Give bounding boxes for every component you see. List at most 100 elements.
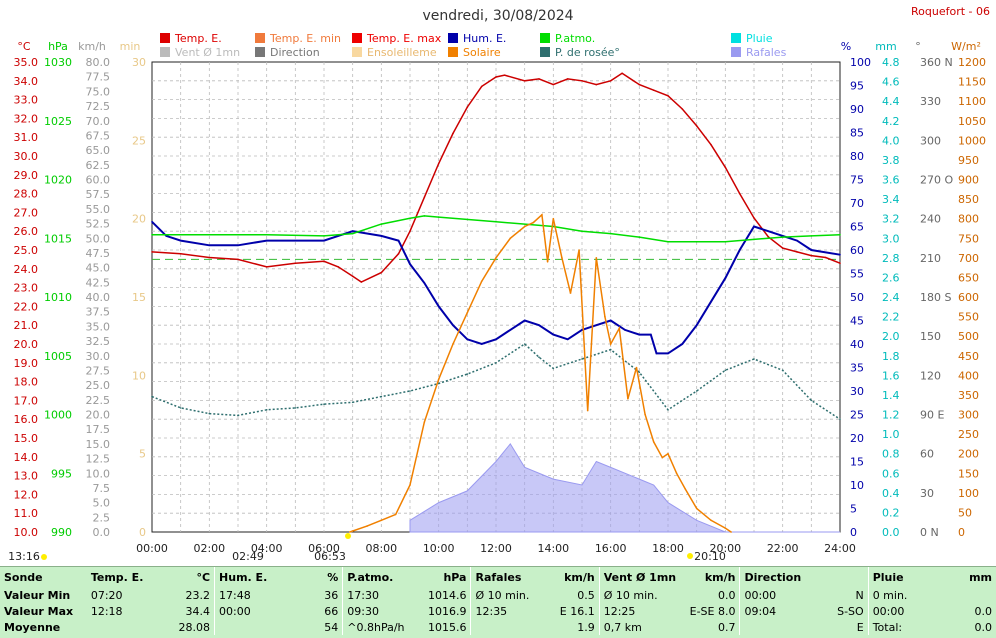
series-point	[638, 236, 641, 238]
series-point	[151, 251, 153, 253]
series-line-p-de-ros-e-	[151, 343, 841, 420]
axis-tick-wind: 27.5	[86, 364, 111, 377]
axis-tick-hum: 65	[850, 221, 864, 234]
series-point	[397, 239, 400, 242]
series-point	[294, 262, 297, 265]
axis-tick-x: 06:00	[308, 542, 340, 555]
series-point	[581, 230, 583, 232]
series-point	[609, 80, 612, 82]
axis-tick-temp: 18.0	[14, 376, 39, 389]
axis-tick-solar: 1100	[958, 95, 986, 108]
summary-cell-time: ^0.8hPa/h	[342, 619, 412, 635]
axis-tick-solar: 500	[958, 330, 979, 343]
axis-tick-min: 10	[132, 369, 146, 382]
axis-tick-temp: 13.0	[14, 470, 39, 483]
series-point	[609, 319, 612, 322]
series-point	[538, 356, 540, 359]
series-point	[409, 390, 411, 392]
series-point	[409, 484, 411, 486]
axis-tick-dir: 150	[920, 330, 941, 343]
axis-tick-wind: 62.5	[86, 159, 111, 172]
marker-now: 13:16	[8, 550, 40, 563]
series-point	[724, 241, 727, 243]
legend-label: P. de rosée°	[555, 46, 620, 59]
series-point	[552, 333, 555, 336]
series-point	[351, 275, 354, 278]
legend-label: Direction	[270, 46, 320, 59]
axis-tick-press: 1030	[44, 56, 72, 69]
axis-tick-solar: 550	[958, 311, 979, 324]
series-point	[380, 395, 383, 398]
series-point	[538, 78, 540, 80]
summary-cell-value: N	[855, 588, 864, 602]
series-point	[724, 277, 727, 280]
axis-tick-wind: 65.0	[86, 144, 111, 157]
legend-swatch	[160, 47, 170, 57]
series-point	[380, 519, 383, 522]
series-point	[609, 343, 612, 345]
series-point	[294, 239, 297, 242]
summary-cell-value: 28.08	[178, 620, 211, 634]
axis-tick-x: 16:00	[595, 542, 627, 555]
axis-tick-rain: 2.6	[882, 271, 900, 284]
axis-tick-wind: 37.5	[86, 306, 111, 319]
axis-tick-wind: 7.5	[93, 482, 111, 495]
series-point	[710, 300, 712, 303]
series-point	[839, 262, 841, 265]
series-point	[351, 401, 354, 404]
series-point	[452, 324, 454, 327]
series-point	[541, 214, 543, 216]
series-point	[466, 373, 469, 375]
summary-cell-value	[937, 587, 996, 603]
axis-tick-hum: 30	[850, 385, 864, 398]
summary-cell-time	[87, 619, 156, 635]
axis-tick-wind: 75.0	[86, 85, 111, 98]
series-point	[380, 271, 383, 274]
legend-swatch	[352, 33, 362, 43]
axis-tick-rain: 0.4	[882, 487, 900, 500]
series-point	[724, 369, 727, 372]
series-area-rafales	[409, 443, 840, 533]
series-point	[781, 369, 784, 372]
axis-unit-dir: °	[915, 40, 921, 53]
series-point	[366, 525, 368, 527]
summary-cell-value: E 16.1	[559, 604, 595, 618]
axis-tick-rain: 2.8	[882, 252, 900, 265]
axis-tick-temp: 31.0	[14, 131, 39, 144]
axis-tick-temp: 19.0	[14, 357, 39, 370]
axis-tick-rain: 1.8	[882, 350, 900, 363]
series-point	[796, 239, 798, 242]
summary-row-avg: Moyenne 28.08 54 ^0.8hPa/h 1015.6 1.9 0,…	[0, 619, 996, 635]
summary-cell-time: 17:30	[342, 587, 412, 603]
summary-row-max: Valeur Max 12:18 34.4 00:00 66 09:30 101…	[0, 603, 996, 619]
summary-header-row: Sonde Temp. E. °C Hum. E. % P.atmo. hPa …	[0, 567, 996, 587]
legend-label: Rafales	[746, 46, 787, 59]
series-point	[523, 319, 526, 322]
time-markers: 13:16 02:49 06:53 20:10	[8, 533, 726, 563]
series-point	[165, 235, 168, 237]
series-point	[695, 324, 698, 327]
axis-tick-hum: 20	[850, 432, 864, 445]
series-point	[265, 233, 268, 236]
axis-unit-hum: %	[841, 40, 851, 53]
axis-tick-wind: 55.0	[86, 203, 111, 216]
axis-tick-rain: 0.2	[882, 506, 900, 519]
axis-tick-dir: 180 S	[920, 291, 951, 304]
series-point	[569, 292, 572, 294]
series-point	[337, 266, 340, 268]
series-point	[237, 258, 239, 261]
legend-label: Temp. E.	[174, 32, 222, 45]
axis-unit-press: hPa	[48, 40, 68, 53]
axis-tick-wind: 22.5	[86, 394, 111, 407]
series-point	[839, 233, 841, 236]
axis-tick-solar: 250	[958, 428, 979, 441]
series-point	[644, 413, 646, 416]
axis-tick-min: 15	[132, 291, 146, 304]
series-point	[638, 83, 641, 86]
series-point	[781, 247, 784, 249]
axis-tick-wind: 70.0	[86, 115, 111, 128]
axis-tick-hum: 15	[850, 456, 864, 469]
axis-tick-temp: 25.0	[14, 244, 39, 257]
axis-tick-solar: 350	[958, 389, 979, 402]
series-point	[179, 239, 182, 242]
